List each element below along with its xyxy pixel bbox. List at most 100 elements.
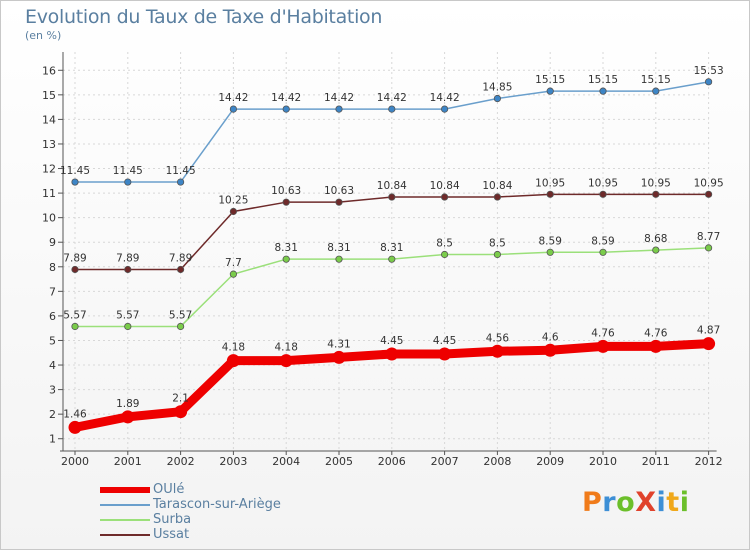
x-tick-label: 2005 [325,455,353,468]
data-label-oul-: 4.18 [222,342,245,354]
data-point-oul- [226,354,240,368]
data-point-surba [704,244,713,252]
data-label-ussat: 10.95 [535,177,565,189]
data-label-surba: 8.31 [275,242,298,254]
y-tick-label: 6 [49,310,56,323]
data-point-surba [599,248,607,256]
data-label-surba: 5.57 [169,309,192,321]
y-tick-label: 3 [49,384,56,397]
data-point-oul- [332,350,346,364]
y-tick-label: 2 [49,408,56,421]
data-point-oul- [543,343,557,357]
data-point-surba [282,255,290,263]
data-point-ussat [388,193,396,201]
legend-swatch-ussat [100,534,150,536]
x-tick-label: 2002 [167,455,195,468]
x-tick-label: 2008 [483,455,511,468]
y-tick-label: 16 [42,64,56,77]
legend-label-tarascon: Tarascon-sur-Ariège [153,497,281,512]
data-label-ussat: 7.89 [63,252,86,264]
data-point-tarascon-sur-ari-ge [704,78,713,86]
data-point-ussat [71,265,79,274]
data-label-oul-: 4.76 [644,327,668,339]
y-tick-label: 4 [49,359,56,372]
data-point-oul- [649,339,663,353]
y-tick-label: 8 [49,261,56,274]
data-point-ussat [229,207,237,216]
data-point-oul- [596,339,610,353]
data-point-ussat [177,265,185,274]
data-point-surba [124,322,132,331]
data-point-tarascon-sur-ari-ge [388,105,396,113]
legend-swatch-tarascon [100,504,150,506]
data-point-ussat [493,193,501,201]
data-label-oul-: 4.87 [697,325,720,337]
grid-layer [63,52,710,451]
data-point-ussat [124,265,132,274]
chart-title: Evolution du Taux de Taxe d'Habitation [25,6,383,28]
data-point-ussat [335,198,343,206]
x-tick-label: 2004 [272,455,300,468]
x-tick-label: 2007 [431,455,459,468]
data-label-oul-: 1.89 [116,398,139,410]
data-label-ussat: 10.63 [271,185,301,197]
data-point-oul- [438,347,452,361]
data-label-ussat: 10.95 [694,177,724,189]
data-label-tarascon-sur-ari-ge: 14.85 [482,82,512,94]
data-point-tarascon-sur-ari-ge [335,105,343,113]
legend-swatch-oule [100,487,150,493]
data-point-surba [71,322,79,331]
data-label-tarascon-sur-ari-ge: 15.15 [535,74,565,86]
y-tick-label: 10 [42,212,56,225]
chart-subtitle: (en %) [25,29,62,42]
data-label-tarascon-sur-ari-ge: 15.15 [641,74,671,86]
data-point-tarascon-sur-ari-ge [493,94,501,103]
data-point-tarascon-sur-ari-ge [652,87,660,95]
data-point-ussat [282,198,290,206]
data-point-oul- [702,337,716,351]
data-point-tarascon-sur-ari-ge [440,105,449,113]
data-label-tarascon-sur-ari-ge: 14.42 [324,92,354,104]
data-point-oul- [174,405,188,419]
data-label-oul-: 4.6 [542,331,559,343]
data-label-surba: 8.68 [644,233,667,245]
data-label-oul-: 4.18 [275,342,298,354]
data-point-surba [546,248,554,256]
data-point-tarascon-sur-ari-ge [546,87,554,95]
data-label-oul-: 2.1 [172,393,189,405]
data-label-tarascon-sur-ari-ge: 15.15 [588,74,618,86]
data-point-surba [440,250,449,259]
x-tick-label: 2009 [536,455,564,468]
data-label-surba: 8.31 [327,242,350,254]
data-point-oul- [385,347,399,361]
data-point-ussat [599,190,607,198]
x-tick-label: 2010 [589,455,617,468]
data-label-oul-: 1.46 [63,408,87,420]
data-label-tarascon-sur-ari-ge: 14.42 [218,92,248,104]
y-tick-label: 1 [49,433,56,446]
data-point-surba [229,270,237,278]
data-label-tarascon-sur-ari-ge: 14.42 [430,92,460,104]
y-tick-label: 14 [42,113,56,126]
data-label-surba: 7.7 [225,257,242,269]
data-label-ussat: 10.84 [377,180,407,192]
data-point-ussat [546,190,554,198]
data-label-oul-: 4.45 [433,335,456,347]
data-label-ussat: 7.89 [169,252,192,264]
y-tick-label: 7 [49,285,56,298]
data-label-surba: 5.57 [63,309,86,321]
data-label-oul-: 4.45 [380,335,403,347]
y-tick-label: 9 [49,236,56,249]
legend-item-tarascon: Tarascon-sur-Ariège [100,498,330,512]
y-tick-label: 15 [42,89,56,102]
data-point-oul- [279,354,293,368]
data-point-tarascon-sur-ari-ge [177,178,185,186]
data-point-oul- [490,344,504,358]
x-tick-label: 2000 [61,455,89,468]
data-point-surba [652,246,660,254]
data-label-ussat: 7.89 [116,252,139,264]
x-tick-label: 2011 [642,455,670,468]
data-label-ussat: 10.63 [324,185,354,197]
